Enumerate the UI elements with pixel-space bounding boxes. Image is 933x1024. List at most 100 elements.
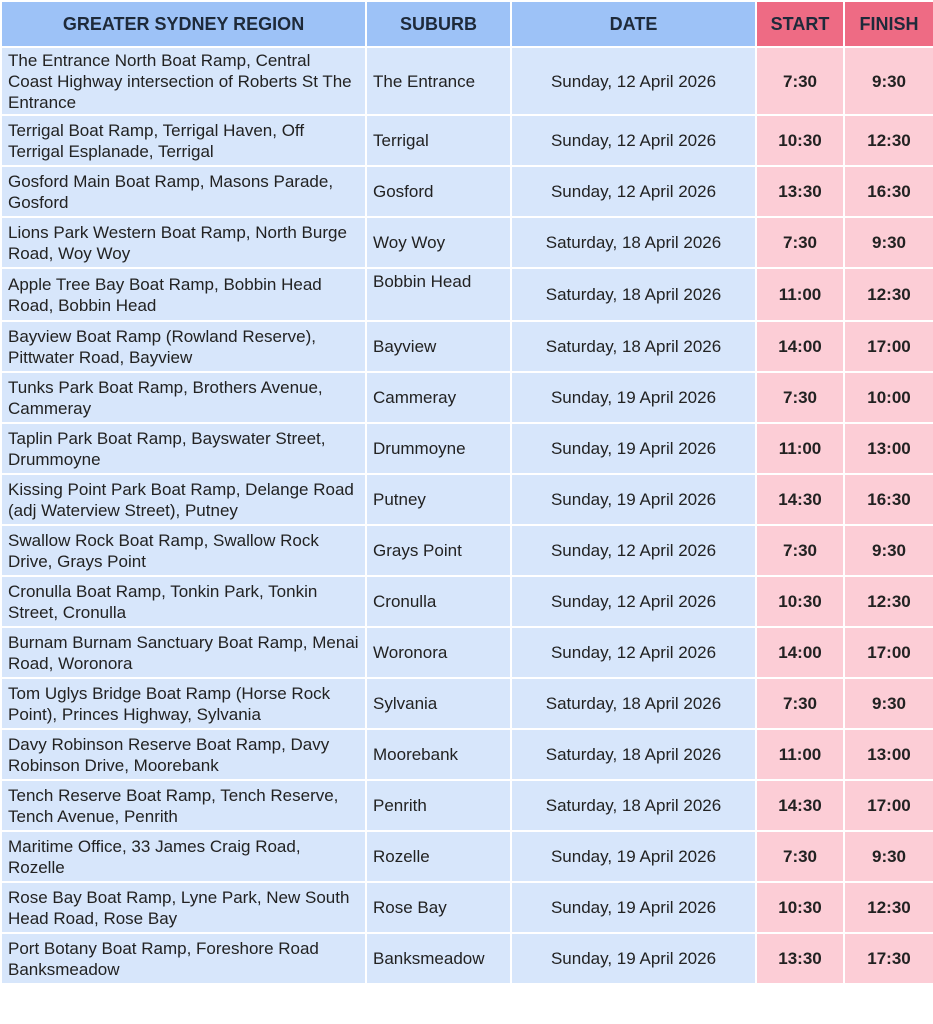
location-cell: Port Botany Boat Ramp, Foreshore Road Ba… [0, 932, 367, 985]
header-row: GREATER SYDNEY REGION SUBURB DATE START … [0, 0, 933, 48]
finish-time-cell: 9:30 [843, 216, 933, 269]
table-row: Davy Robinson Reserve Boat Ramp, Davy Ro… [0, 728, 933, 781]
location-cell: Gosford Main Boat Ramp, Masons Parade, G… [0, 165, 367, 218]
location-cell: Bayview Boat Ramp (Rowland Reserve), Pit… [0, 320, 367, 373]
date-cell: Sunday, 12 April 2026 [510, 114, 757, 167]
date-cell: Sunday, 19 April 2026 [510, 932, 757, 985]
date-cell: Sunday, 19 April 2026 [510, 422, 757, 475]
start-time-cell: 14:30 [755, 473, 845, 526]
suburb-cell: Gosford [365, 165, 512, 218]
table-row: Tom Uglys Bridge Boat Ramp (Horse Rock P… [0, 677, 933, 730]
location-cell: Davy Robinson Reserve Boat Ramp, Davy Ro… [0, 728, 367, 781]
start-time-cell: 14:00 [755, 320, 845, 373]
finish-time-cell: 9:30 [843, 677, 933, 730]
table-row: Tench Reserve Boat Ramp, Tench Reserve, … [0, 779, 933, 832]
start-time-cell: 7:30 [755, 677, 845, 730]
header-finish: FINISH [843, 0, 933, 48]
start-time-cell: 13:30 [755, 932, 845, 985]
date-cell: Saturday, 18 April 2026 [510, 677, 757, 730]
table-row: Maritime Office, 33 James Craig Road, Ro… [0, 830, 933, 883]
suburb-cell: Rozelle [365, 830, 512, 883]
suburb-cell: The Entrance [365, 46, 512, 116]
location-cell: Lions Park Western Boat Ramp, North Burg… [0, 216, 367, 269]
date-cell: Sunday, 12 April 2026 [510, 46, 757, 116]
date-cell: Saturday, 18 April 2026 [510, 320, 757, 373]
location-cell: Terrigal Boat Ramp, Terrigal Haven, Off … [0, 114, 367, 167]
suburb-cell: Bayview [365, 320, 512, 373]
suburb-cell: Moorebank [365, 728, 512, 781]
finish-time-cell: 9:30 [843, 46, 933, 116]
header-start: START [755, 0, 845, 48]
table-row: Rose Bay Boat Ramp, Lyne Park, New South… [0, 881, 933, 934]
date-cell: Sunday, 19 April 2026 [510, 830, 757, 883]
suburb-cell: Rose Bay [365, 881, 512, 934]
date-cell: Saturday, 18 April 2026 [510, 779, 757, 832]
suburb-cell: Grays Point [365, 524, 512, 577]
table-row: Gosford Main Boat Ramp, Masons Parade, G… [0, 165, 933, 218]
suburb-cell: Terrigal [365, 114, 512, 167]
date-cell: Sunday, 12 April 2026 [510, 165, 757, 218]
header-date: DATE [510, 0, 757, 48]
start-time-cell: 7:30 [755, 524, 845, 577]
date-cell: Sunday, 12 April 2026 [510, 575, 757, 628]
suburb-cell: Woy Woy [365, 216, 512, 269]
date-cell: Sunday, 19 April 2026 [510, 371, 757, 424]
location-cell: Kissing Point Park Boat Ramp, Delange Ro… [0, 473, 367, 526]
suburb-cell: Penrith [365, 779, 512, 832]
suburb-cell: Cronulla [365, 575, 512, 628]
table-row: Port Botany Boat Ramp, Foreshore Road Ba… [0, 932, 933, 985]
start-time-cell: 10:30 [755, 881, 845, 934]
finish-time-cell: 13:00 [843, 728, 933, 781]
table-row: Kissing Point Park Boat Ramp, Delange Ro… [0, 473, 933, 526]
suburb-cell: Sylvania [365, 677, 512, 730]
suburb-cell: Woronora [365, 626, 512, 679]
finish-time-cell: 17:00 [843, 779, 933, 832]
location-cell: Tench Reserve Boat Ramp, Tench Reserve, … [0, 779, 367, 832]
table-row: Apple Tree Bay Boat Ramp, Bobbin Head Ro… [0, 267, 933, 322]
location-cell: Rose Bay Boat Ramp, Lyne Park, New South… [0, 881, 367, 934]
finish-time-cell: 13:00 [843, 422, 933, 475]
location-cell: Maritime Office, 33 James Craig Road, Ro… [0, 830, 367, 883]
date-cell: Saturday, 18 April 2026 [510, 216, 757, 269]
suburb-cell: Cammeray [365, 371, 512, 424]
suburb-cell: Drummoyne [365, 422, 512, 475]
table-row: Swallow Rock Boat Ramp, Swallow Rock Dri… [0, 524, 933, 577]
table-row: Burnam Burnam Sanctuary Boat Ramp, Menai… [0, 626, 933, 679]
start-time-cell: 11:00 [755, 422, 845, 475]
table-row: Bayview Boat Ramp (Rowland Reserve), Pit… [0, 320, 933, 373]
location-cell: Tom Uglys Bridge Boat Ramp (Horse Rock P… [0, 677, 367, 730]
start-time-cell: 14:30 [755, 779, 845, 832]
finish-time-cell: 12:30 [843, 881, 933, 934]
finish-time-cell: 12:30 [843, 575, 933, 628]
date-cell: Sunday, 12 April 2026 [510, 626, 757, 679]
header-region: GREATER SYDNEY REGION [0, 0, 367, 48]
start-time-cell: 13:30 [755, 165, 845, 218]
location-cell: Burnam Burnam Sanctuary Boat Ramp, Menai… [0, 626, 367, 679]
suburb-cell: Banksmeadow [365, 932, 512, 985]
location-cell: Swallow Rock Boat Ramp, Swallow Rock Dri… [0, 524, 367, 577]
date-cell: Sunday, 19 April 2026 [510, 881, 757, 934]
start-time-cell: 11:00 [755, 728, 845, 781]
start-time-cell: 14:00 [755, 626, 845, 679]
date-cell: Saturday, 18 April 2026 [510, 267, 757, 322]
finish-time-cell: 9:30 [843, 524, 933, 577]
table-row: The Entrance North Boat Ramp, Central Co… [0, 46, 933, 116]
table-row: Tunks Park Boat Ramp, Brothers Avenue, C… [0, 371, 933, 424]
finish-time-cell: 17:00 [843, 320, 933, 373]
finish-time-cell: 12:30 [843, 114, 933, 167]
start-time-cell: 7:30 [755, 46, 845, 116]
location-cell: The Entrance North Boat Ramp, Central Co… [0, 46, 367, 116]
start-time-cell: 7:30 [755, 216, 845, 269]
finish-time-cell: 17:30 [843, 932, 933, 985]
start-time-cell: 11:00 [755, 267, 845, 322]
finish-time-cell: 12:30 [843, 267, 933, 322]
finish-time-cell: 10:00 [843, 371, 933, 424]
table-row: Taplin Park Boat Ramp, Bayswater Street,… [0, 422, 933, 475]
table-row: Cronulla Boat Ramp, Tonkin Park, Tonkin … [0, 575, 933, 628]
finish-time-cell: 16:30 [843, 165, 933, 218]
header-suburb: SUBURB [365, 0, 512, 48]
finish-time-cell: 16:30 [843, 473, 933, 526]
date-cell: Sunday, 19 April 2026 [510, 473, 757, 526]
start-time-cell: 10:30 [755, 114, 845, 167]
location-cell: Apple Tree Bay Boat Ramp, Bobbin Head Ro… [0, 267, 367, 322]
